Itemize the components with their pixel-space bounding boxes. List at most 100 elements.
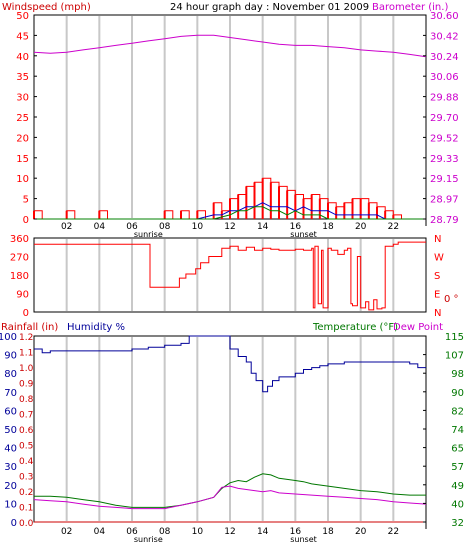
rainfall-axis-title: Rainfall (in) <box>1 322 58 333</box>
temperature-tick-label: 40 <box>451 499 464 510</box>
humidity-axis-title: Humidity % <box>67 322 125 333</box>
temperature-line <box>34 473 426 508</box>
windspeed-tick-label: 30 <box>16 93 29 104</box>
humidity-sunset-label: sunset <box>290 535 317 544</box>
barometer-tick-label: 30.60 <box>430 11 459 22</box>
rainfall-tick-label: 1.1 <box>19 349 33 359</box>
windspeed-tick-label: 40 <box>16 52 29 63</box>
dewpoint-axis-title: Dew Point <box>393 322 443 333</box>
windspeed-tick-label: 5 <box>23 195 29 206</box>
direction-unit-label: 0 ° <box>444 294 459 305</box>
humidity-tick-label: 20 <box>4 481 17 492</box>
wind-x-tick-label: 12 <box>224 222 235 232</box>
temperature-tick-label: 98 <box>451 369 464 380</box>
barometer-tick-label: 30.42 <box>430 31 459 42</box>
rainfall-tick-label: 0.5 <box>19 442 33 452</box>
rainfall-tick-label: 0.2 <box>19 488 33 498</box>
series-layer <box>33 34 427 523</box>
temperature-tick-label: 32 <box>451 518 464 529</box>
humidity-x-tick-label: 16 <box>290 527 302 537</box>
temperature-tick-label: 57 <box>451 462 464 473</box>
barometer-tick-label: 29.52 <box>430 133 459 144</box>
humidity-x-tick-label: 14 <box>257 527 269 537</box>
humidity-tick-label: 80 <box>4 369 17 380</box>
wind-x-tick-label: 04 <box>94 222 106 232</box>
humidity-line <box>34 335 426 393</box>
humidity-x-tick-label: 04 <box>94 527 106 537</box>
windspeed-tick-label: 35 <box>16 72 29 83</box>
wind-x-tick-label: 08 <box>159 222 171 232</box>
temperature-axis-title: Temperature (°F) <box>312 322 398 333</box>
humidity-tick-label: 40 <box>4 444 17 455</box>
direction-degree-tick-label: 0 <box>23 308 29 319</box>
barometer-tick-label: 28.97 <box>430 195 459 206</box>
wind-direction-line <box>34 241 426 311</box>
humidity-tick-label: 70 <box>4 388 17 399</box>
direction-degree-tick-label: 360 <box>10 234 29 245</box>
wind-gust-line <box>34 177 426 220</box>
barometer-tick-label: 29.15 <box>430 174 459 185</box>
barometer-tick-label: 30.06 <box>430 72 459 83</box>
humidity-x-tick-label: 10 <box>192 527 204 537</box>
direction-compass-tick-label: N <box>434 234 441 245</box>
humidity-tick-label: 100 <box>0 332 17 343</box>
humidity-tick-label: 10 <box>4 499 17 510</box>
barometer-tick-label: 28.79 <box>430 215 459 226</box>
humidity-tick-label: 30 <box>4 462 17 473</box>
rainfall-tick-label: 0.4 <box>19 457 34 467</box>
windspeed-tick-label: 15 <box>16 154 29 165</box>
rainfall-tick-label: 0.7 <box>19 411 33 421</box>
humidity-sunrise-label: sunrise <box>134 535 163 544</box>
direction-compass-tick-label: W <box>434 253 444 264</box>
temperature-tick-label: 115 <box>445 332 464 343</box>
humidity-x-tick-label: 02 <box>61 527 72 537</box>
windspeed-axis-title: Windspeed (mph) <box>2 2 91 13</box>
barometer-line <box>33 34 427 58</box>
temperature-tick-label: 107 <box>445 351 464 362</box>
direction-degree-tick-label: 180 <box>10 271 29 282</box>
wind-x-tick-label: 06 <box>126 222 138 232</box>
wind-x-tick-label: 18 <box>322 222 334 232</box>
barometer-axis-title: Barometer (in.) <box>372 2 448 13</box>
rainfall-tick-label: 0.9 <box>19 380 34 390</box>
windspeed-tick-label: 25 <box>16 113 29 124</box>
wind-sunrise-label: sunrise <box>134 230 163 239</box>
rainfall-tick-label: 0.8 <box>19 395 34 405</box>
wind-sunset-label: sunset <box>290 230 317 239</box>
wind-x-tick-label: 16 <box>290 222 302 232</box>
humidity-tick-label: 50 <box>4 425 17 436</box>
direction-panel-frame <box>33 237 427 313</box>
wind-x-tick-label: 14 <box>257 222 269 232</box>
barometer-tick-label: 29.33 <box>430 154 459 165</box>
temperature-tick-label: 65 <box>451 444 464 455</box>
dew-point-line <box>33 485 427 510</box>
direction-degree-tick-label: 270 <box>10 253 29 264</box>
windspeed-tick-label: 10 <box>16 174 29 185</box>
rainfall-tick-label: 0.1 <box>19 504 33 514</box>
direction-compass-tick-label: S <box>434 271 440 282</box>
windspeed-tick-label: 45 <box>16 31 29 42</box>
humidity-x-tick-label: 18 <box>322 527 334 537</box>
direction-compass-tick-label: N <box>434 308 441 319</box>
tick-labels-layer: 0 5 10 15 20 25 30 35 40 45 50 28.79 28.97 29.15 29.33… <box>0 11 464 544</box>
rainfall-tick-label: 1.2 <box>19 333 33 343</box>
wind-extra-line <box>34 206 426 220</box>
windspeed-tick-label: 0 <box>23 215 29 226</box>
barometer-tick-label: 30.24 <box>430 52 459 63</box>
humidity-x-tick-label: 22 <box>388 527 399 537</box>
temperature-tick-label: 49 <box>451 481 464 492</box>
direction-degree-tick-label: 90 <box>16 290 29 301</box>
rainfall-tick-label: 0.6 <box>19 426 34 436</box>
humidity-x-tick-label: 20 <box>355 527 367 537</box>
temperature-tick-label: 82 <box>451 406 464 417</box>
grid-layer <box>65 16 395 521</box>
humidity-x-tick-label: 06 <box>126 527 138 537</box>
rainfall-tick-label: 0.0 <box>19 519 34 529</box>
windspeed-tick-label: 50 <box>16 11 29 22</box>
barometer-tick-label: 29.70 <box>430 113 459 124</box>
temperature-tick-label: 90 <box>451 388 464 399</box>
chart-title: 24 hour graph day : November 01 2009 <box>170 2 369 13</box>
rainfall-tick-label: 1.0 <box>19 364 34 374</box>
